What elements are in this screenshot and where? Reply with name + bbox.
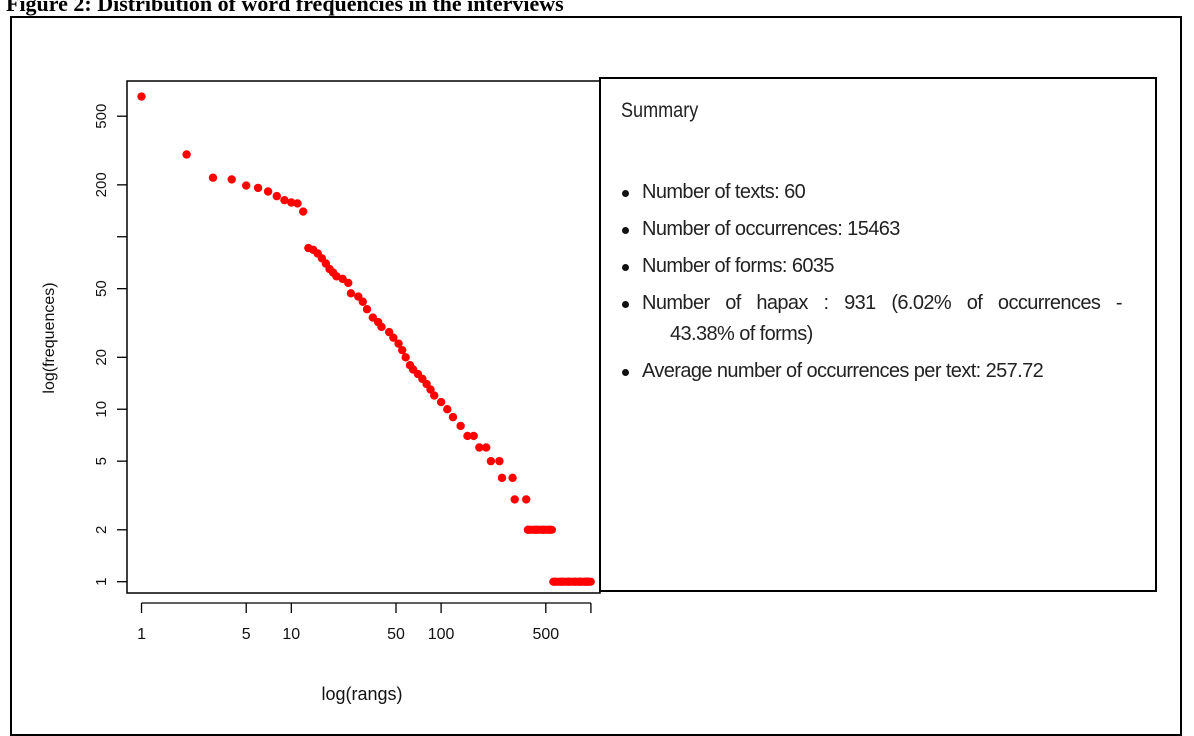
data-point <box>495 457 503 465</box>
data-points <box>137 92 592 586</box>
summary-panel: Summary Number of texts: 60 Number of oc… <box>599 77 1157 592</box>
data-point <box>293 199 301 207</box>
data-point <box>359 298 367 306</box>
summary-item-forms: Number of forms: 6035 <box>617 251 1122 282</box>
data-point <box>299 207 307 215</box>
data-point <box>137 92 145 100</box>
x-tick-label: 10 <box>282 626 300 643</box>
summary-title: Summary <box>621 99 698 123</box>
x-tick-label: 100 <box>428 626 455 643</box>
x-tick-label: 5 <box>242 626 251 643</box>
y-tick-label: 500 <box>93 104 110 129</box>
data-point <box>347 289 355 297</box>
x-tick-label: 1 <box>137 626 146 643</box>
data-point <box>264 187 272 195</box>
data-point <box>398 346 406 354</box>
summary-list: Number of texts: 60 Number of occurrence… <box>617 177 1122 393</box>
hapax-line-1: Number of hapax : 931 (6.02% of occurren… <box>642 288 1122 319</box>
data-point <box>273 192 281 200</box>
data-point <box>437 398 445 406</box>
data-point <box>344 279 352 287</box>
data-point <box>511 495 519 503</box>
y-axis-label: log(frequences) <box>41 282 58 393</box>
y-tick-label: 1 <box>93 578 110 586</box>
data-point <box>209 173 217 181</box>
data-point <box>482 443 490 451</box>
x-tick-label: 50 <box>387 626 405 643</box>
summary-item-occurrences: Number of occurrences: 15463 <box>617 214 1122 245</box>
data-point <box>498 474 506 482</box>
y-tick-label: 2 <box>93 526 110 534</box>
x-tick-label: 500 <box>532 626 559 643</box>
data-point <box>228 175 236 183</box>
summary-item-texts: Number of texts: 60 <box>617 177 1122 208</box>
y-tick-label: 50 <box>93 280 110 297</box>
y-tick-label: 20 <box>93 349 110 366</box>
data-point <box>254 184 262 192</box>
data-point <box>508 474 516 482</box>
data-point <box>377 323 385 331</box>
data-point <box>182 150 190 158</box>
data-point <box>522 495 530 503</box>
data-point <box>469 432 477 440</box>
data-point <box>456 422 464 430</box>
data-point <box>242 181 250 189</box>
data-point <box>443 405 451 413</box>
data-point <box>363 305 371 313</box>
summary-item-average: Average number of occurrences per text: … <box>617 356 1122 387</box>
summary-item-hapax: Number of hapax : 931 (6.02% of occurren… <box>617 288 1122 350</box>
y-tick-label: 5 <box>93 457 110 465</box>
y-axis: 1 2 5 10 20 50 200 500 <box>93 104 127 586</box>
y-tick-label: 200 <box>93 172 110 197</box>
data-point <box>487 457 495 465</box>
data-point <box>430 391 438 399</box>
data-point <box>401 353 409 361</box>
x-axis: 1 5 10 50 100 500 <box>137 603 591 643</box>
hapax-line-2: 43.38% of forms) <box>642 319 1122 350</box>
plot-box <box>127 81 600 593</box>
x-axis-label: log(rangs) <box>321 684 402 704</box>
data-point <box>449 413 457 421</box>
y-tick-label: 10 <box>93 401 110 418</box>
